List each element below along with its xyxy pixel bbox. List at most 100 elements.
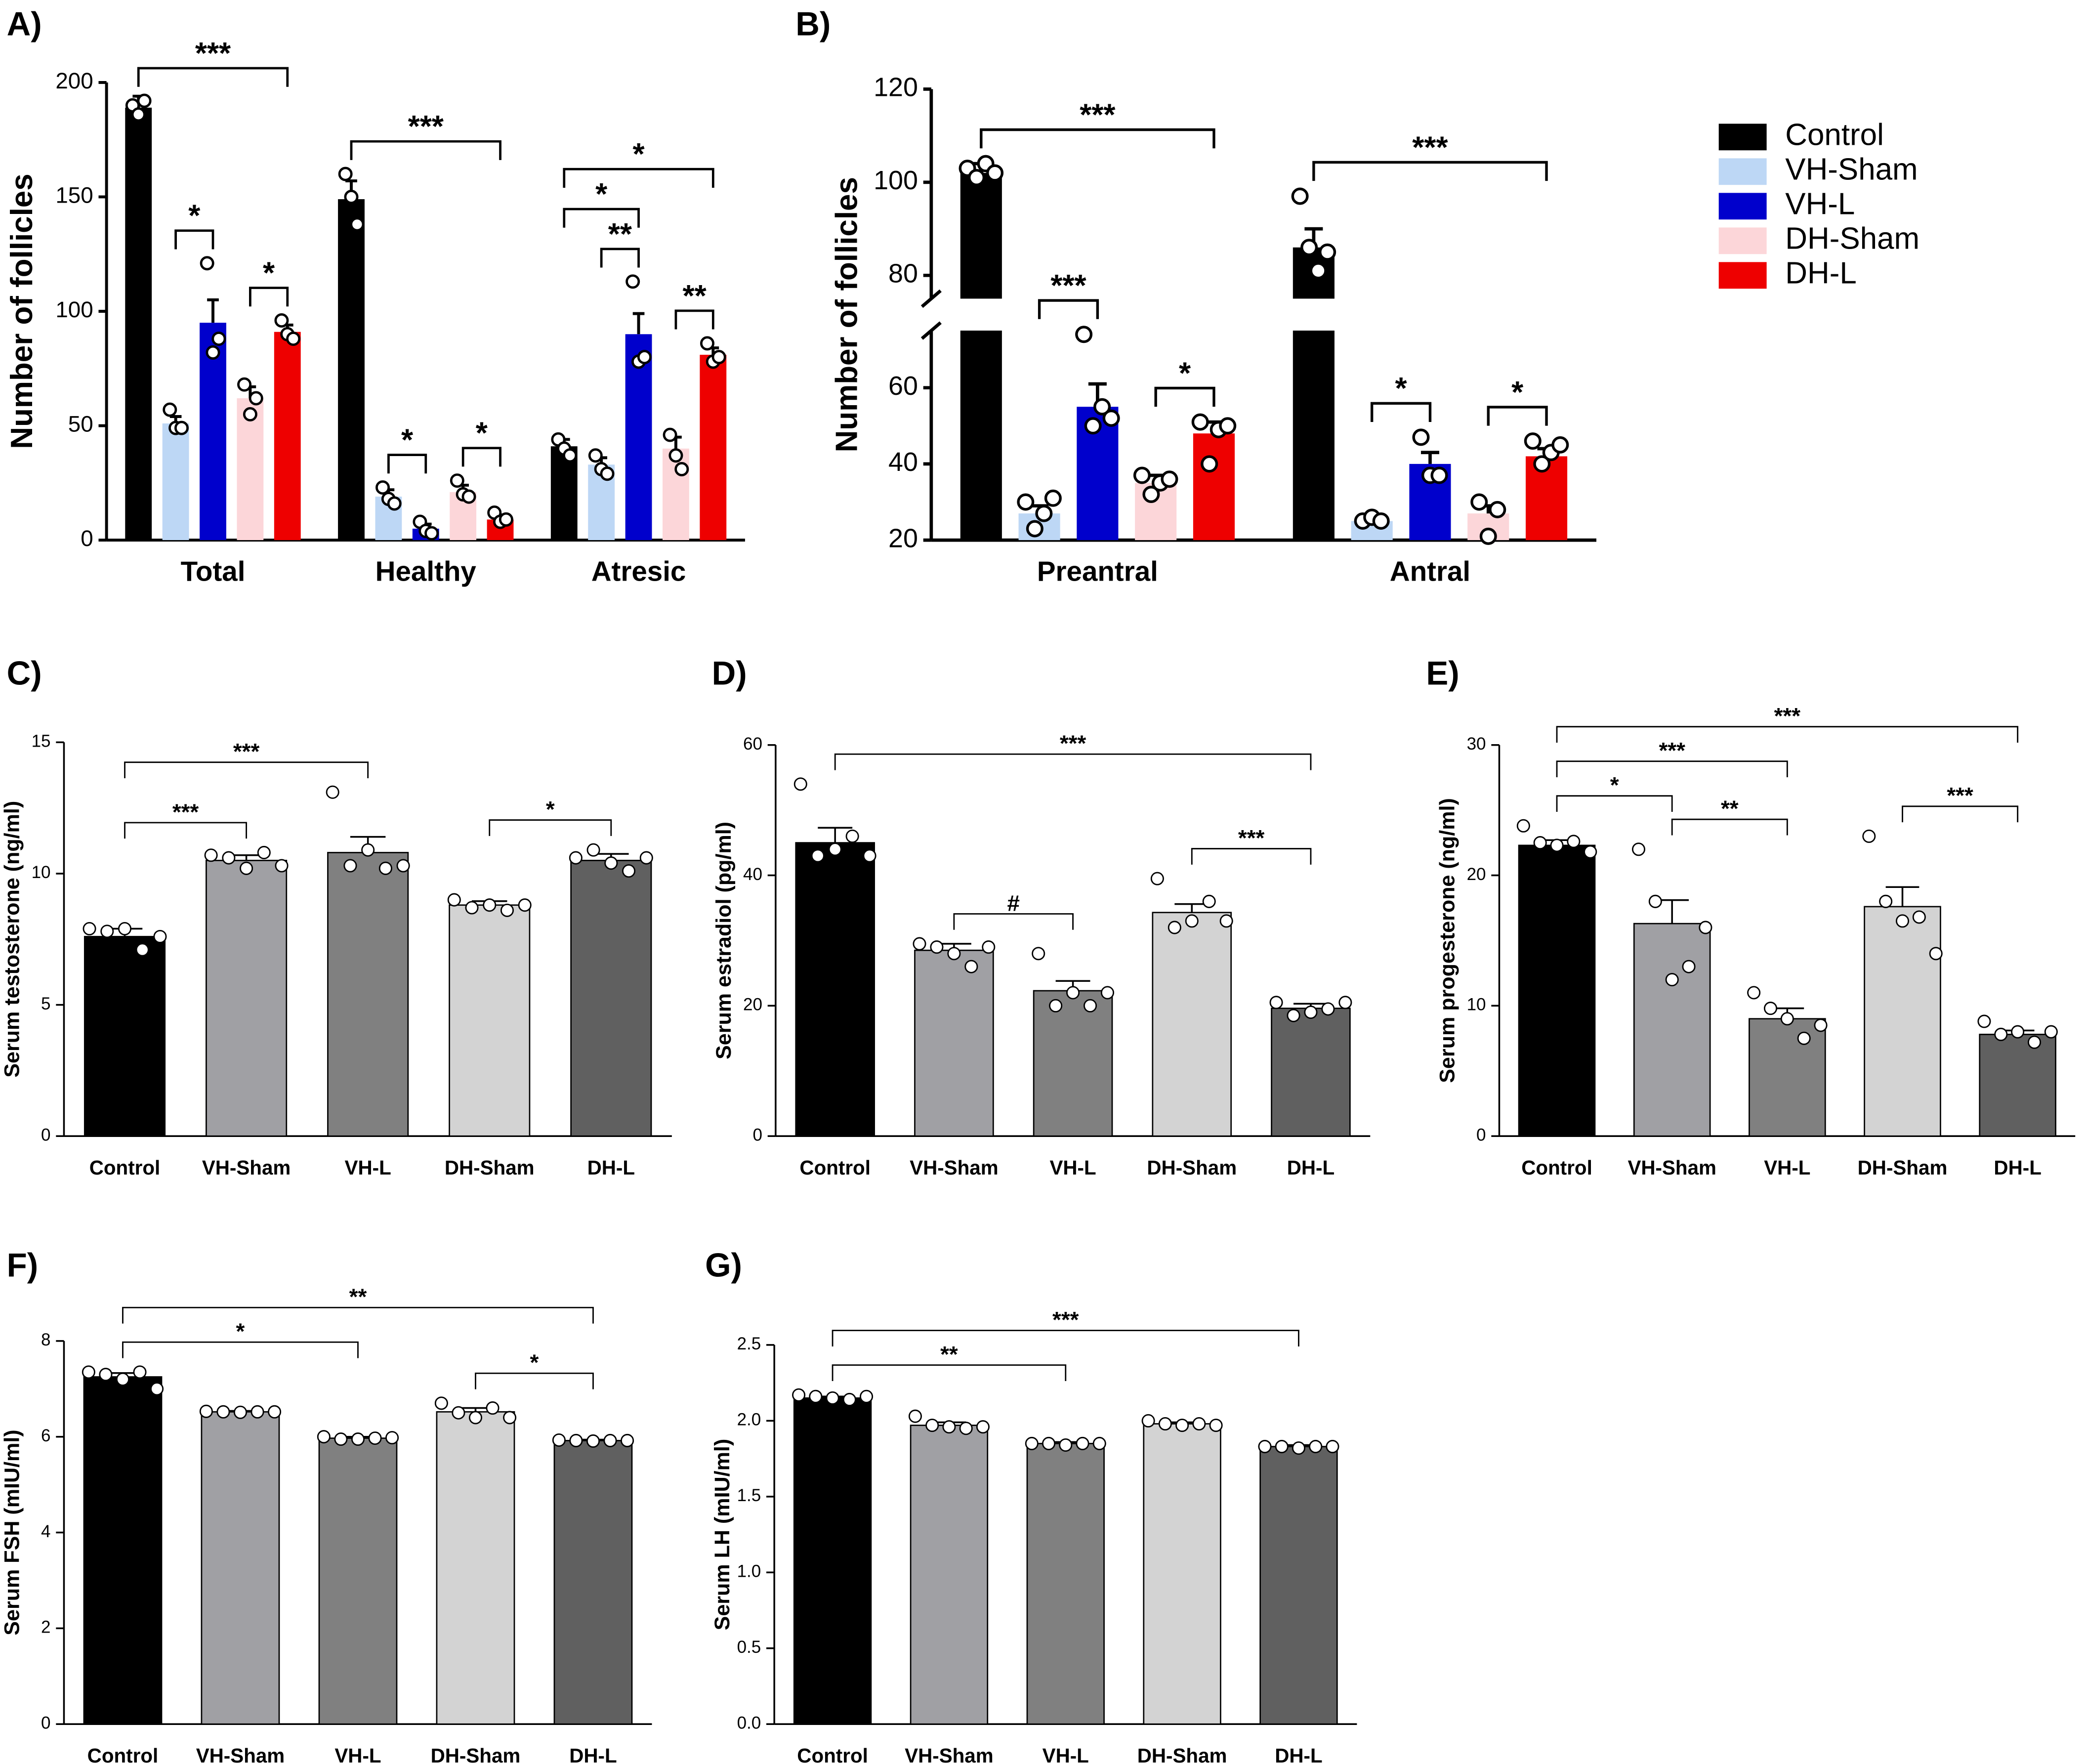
- significance-bracket: [953, 913, 1074, 930]
- y-tick-label: 0: [752, 1125, 762, 1144]
- error-bar: [818, 827, 853, 843]
- data-point: [326, 785, 339, 799]
- data-point: [1269, 996, 1283, 1009]
- bar: [1026, 1443, 1105, 1725]
- bar: [960, 331, 1002, 541]
- y-tick-label: 80: [888, 259, 918, 289]
- significance-bracket: [1154, 386, 1215, 407]
- bar: [914, 949, 994, 1137]
- x-tick-label: DH-Sham: [1147, 1156, 1237, 1179]
- x-tick-label: DH-L: [1275, 1744, 1322, 1764]
- panel-label: A): [7, 6, 42, 43]
- bar: [206, 860, 288, 1137]
- data-point: [1338, 996, 1352, 1009]
- x-tick-label: VH-Sham: [196, 1744, 285, 1764]
- data-point: [275, 859, 289, 873]
- data-point: [1797, 1031, 1811, 1045]
- significance-label: **: [349, 1284, 367, 1309]
- data-point: [947, 947, 961, 961]
- significance-bracket: [387, 454, 427, 474]
- significance-label: ***: [1774, 704, 1801, 729]
- significance-label: *: [263, 256, 275, 290]
- bar: [1193, 433, 1235, 541]
- legend-label: DH-L: [1785, 256, 1856, 291]
- significance-bracket: [1370, 402, 1432, 422]
- significance-bracket: [461, 447, 501, 467]
- y-tick-label: 20: [1467, 865, 1486, 884]
- bar: [570, 860, 652, 1137]
- bar: [201, 1411, 280, 1725]
- data-point: [240, 861, 253, 875]
- legend-swatch: [1718, 158, 1767, 185]
- data-point: [552, 1433, 566, 1447]
- data-point: [1516, 819, 1530, 833]
- data-point: [174, 420, 189, 435]
- data-point: [1102, 409, 1120, 427]
- y-tick-label: 20: [888, 523, 918, 553]
- data-point: [860, 1389, 874, 1403]
- significance-bracket: [1191, 848, 1312, 865]
- y-tick-label: 6: [41, 1426, 50, 1445]
- y-tick-label: 60: [743, 734, 762, 754]
- data-point: [826, 1391, 839, 1405]
- y-tick-label: 1.5: [737, 1486, 761, 1505]
- data-point: [1158, 1417, 1172, 1431]
- panel-label: D): [712, 655, 747, 692]
- significance-bracket: [174, 229, 214, 250]
- data-point: [1258, 1440, 1272, 1454]
- bar: [274, 332, 301, 541]
- data-point: [828, 842, 842, 856]
- bar: [125, 107, 152, 541]
- data-point: [486, 1401, 500, 1415]
- data-point: [1879, 894, 1893, 908]
- bar: [449, 904, 531, 1137]
- data-point: [674, 462, 689, 477]
- bar: [1271, 1008, 1351, 1137]
- significance-label: ***: [408, 110, 444, 144]
- bar: [318, 1437, 398, 1725]
- significance-label: *: [188, 199, 201, 233]
- data-point: [1682, 960, 1696, 973]
- data-point: [1150, 872, 1164, 885]
- y-tick-label: 4: [41, 1522, 50, 1541]
- x-tick-label: Total: [181, 555, 246, 587]
- data-point: [518, 898, 532, 912]
- significance-bracket: [122, 1306, 594, 1324]
- significance-label: ***: [1412, 130, 1448, 165]
- data-point: [1372, 512, 1390, 530]
- data-point: [626, 274, 640, 289]
- data-point: [243, 407, 257, 421]
- data-point: [1479, 527, 1497, 545]
- x-tick-label: Control: [87, 1744, 159, 1764]
- significance-label: ***: [1659, 738, 1685, 763]
- data-point: [1430, 466, 1448, 484]
- panel-label: F): [7, 1247, 39, 1284]
- data-point: [1747, 986, 1761, 1000]
- data-point: [350, 217, 365, 232]
- data-point: [1929, 947, 1943, 961]
- error-bar: [1885, 886, 1919, 907]
- axis-break: [920, 321, 942, 340]
- bar: [1143, 1423, 1221, 1725]
- data-point: [622, 864, 636, 878]
- data-point: [82, 1365, 95, 1379]
- significance-label: *: [401, 423, 414, 458]
- bar: [83, 1376, 163, 1725]
- data-point: [1049, 999, 1063, 1012]
- data-point: [396, 859, 410, 873]
- significance-bracket: [350, 140, 501, 160]
- y-tick-label: 50: [68, 412, 93, 437]
- y-tick-label: 8: [41, 1330, 50, 1349]
- data-point: [452, 1406, 465, 1420]
- bar: [1864, 906, 1941, 1137]
- data-point: [930, 940, 944, 954]
- data-point: [317, 1430, 331, 1444]
- data-point: [1032, 947, 1045, 961]
- data-point: [600, 466, 615, 481]
- data-point: [1035, 504, 1053, 522]
- data-point: [1862, 829, 1876, 843]
- legend-label: Control: [1785, 118, 1884, 152]
- data-point: [663, 427, 677, 442]
- data-point: [1025, 1436, 1039, 1450]
- x-tick-label: VH-L: [1049, 1156, 1096, 1179]
